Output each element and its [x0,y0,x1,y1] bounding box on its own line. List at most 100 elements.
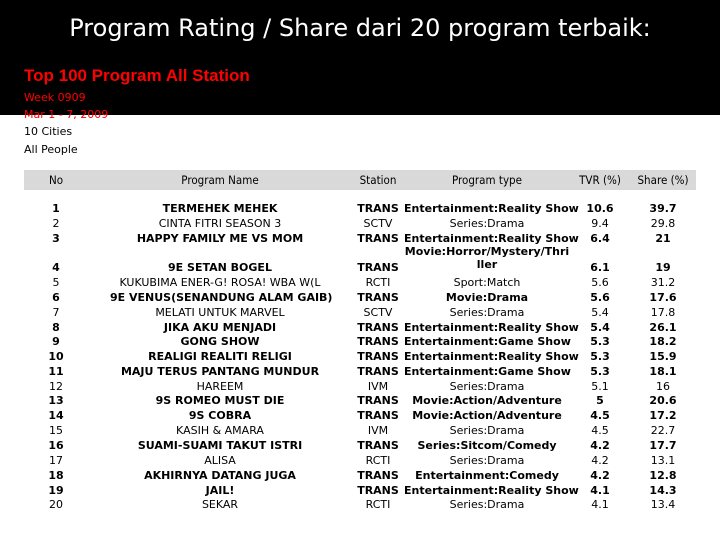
table-row: 15 KASIH & AMARA IVM Series:Drama 4.5 22.7 [0,424,720,439]
date-range: Mar 1 - 7, 2009 [24,108,109,121]
table-row: 18 AKHIRNYA DATANG JUGA TRANS Entertainment… [0,469,720,484]
tvr-value: 9.4 [591,217,609,230]
share-value: 26.1 [649,321,677,334]
row-number: 20 [49,498,63,511]
station: TRANS [357,202,399,215]
header-station: Station [359,173,397,187]
table-row: 19 JAIL! TRANS Entertainment:Reality Show 4.… [0,484,720,499]
cities-label: 10 Cities [24,125,73,138]
program-type: Movie:Horror/Mystery/Thriller [404,245,570,271]
share-value: 17.2 [649,409,677,422]
program-name: AKHIRNYA DATANG JUGA [144,469,296,482]
station: TRANS [357,291,399,304]
program-name: 9S ROMEO MUST DIE [155,394,285,407]
table-row: 3 HAPPY FAMILY ME VS MOM TRANS Entertainmen… [0,232,720,247]
program-type: Entertainment:Game Show [404,365,571,378]
table-row: 10 REALIGI REALITI RELIGI TRANS Entertainme… [0,350,720,365]
header-program-type: Program type [452,173,522,187]
row-number: 1 [52,202,60,215]
program-name: 9S COBRA [188,409,252,422]
tvr-value: 6.4 [590,232,610,245]
station: IVM [367,380,389,393]
program-name: 9E SETAN BOGEL [168,261,272,274]
table-row: 13 9S ROMEO MUST DIE TRANS Movie:Action/Adv… [0,394,720,409]
header-tvr: TVR (%) [579,173,621,187]
tvr-value: 4.5 [590,409,610,422]
row-number: 18 [48,469,64,482]
tvr-value: 5.1 [591,380,609,393]
station: RCTI [365,276,391,289]
program-type: Entertainment:Comedy [415,469,559,482]
share-value: 21 [655,232,671,245]
header-program-name: Program Name [181,173,259,187]
table-row: 14 9S COBRA TRANS Movie:Action/Adventure 4.5… [0,409,720,424]
program-type: Movie:Drama [445,291,529,304]
station: TRANS [357,321,399,334]
table-row: 17 ALISA RCTI Series:Drama 4.2 13.1 [0,454,720,469]
table-row: 16 SUAMI-SUAMI TAKUT ISTRI TRANS Series:Sit… [0,439,720,454]
program-name: SUAMI-SUAMI TAKUT ISTRI [137,439,303,452]
tvr-value: 5.3 [590,365,610,378]
row-number: 15 [49,424,63,437]
row-number: 3 [52,232,60,245]
title-band [0,0,720,115]
audience-label: All People [24,143,78,156]
row-number: 5 [52,276,60,289]
program-name: CINTA FITRI SEASON 3 [158,217,282,230]
program-type: Movie:Action/Adventure [412,394,562,407]
program-name: REALIGI REALITI RELIGI [148,350,292,363]
station: RCTI [365,498,391,511]
program-type: Series:Sitcom/Comedy [417,439,557,452]
program-name: MELATI UNTUK MARVEL [155,306,285,319]
program-type: Series:Drama [449,454,525,467]
share-value: 14.3 [649,484,677,497]
table-row: 8 JIKA AKU MENJADI TRANS Entertainment:Real… [0,321,720,336]
table-row: 9 GONG SHOW TRANS Entertainment:Game Show 5.… [0,335,720,350]
station: TRANS [357,350,399,363]
tvr-value: 10.6 [586,202,614,215]
share-value: 15.9 [649,350,677,363]
share-value: 13.1 [650,454,676,467]
program-type: Series:Drama [449,380,525,393]
program-name: HAPPY FAMILY ME VS MOM [136,232,304,245]
row-number: 9 [52,335,60,348]
week-label: Week 0909 [24,91,86,104]
table-row: 6 9E VENUS(SENANDUNG ALAM GAIB) TRANS Movie… [0,291,720,306]
tvr-value: 4.2 [590,469,610,482]
program-name: KASIH & AMARA [176,424,264,437]
station: IVM [367,424,389,437]
share-value: 31.2 [650,276,676,289]
share-value: 18.1 [649,365,677,378]
station: SCTV [363,217,393,230]
tvr-value: 4.1 [591,498,609,511]
row-number: 12 [49,380,63,393]
station: TRANS [357,409,399,422]
table-row: 7 MELATI UNTUK MARVEL SCTV Series:Drama 5.4 1… [0,306,720,321]
program-type: Series:Drama [449,306,525,319]
program-type: Entertainment:Reality Show [404,484,579,497]
program-type: Series:Drama [449,424,525,437]
tvr-value: 6.1 [590,261,610,274]
table-header: No Program Name Station Program type TVR… [24,170,696,190]
program-type: Movie:Action/Adventure [412,409,562,422]
share-value: 16 [656,380,670,393]
program-name: JIKA AKU MENJADI [163,321,277,334]
program-name: HAREEM [196,380,244,393]
program-name: 9E VENUS(SENANDUNG ALAM GAIB) [110,291,333,304]
tvr-value: 4.2 [591,454,609,467]
row-number: 6 [52,291,60,304]
program-type: Series:Drama [449,498,525,511]
row-number: 14 [48,409,64,422]
program-name: MAJU TERUS PANTANG MUNDUR [120,365,320,378]
row-number: 16 [48,439,64,452]
program-type: Entertainment:Reality Show [404,202,579,215]
row-number: 8 [52,321,60,334]
program-name: ALISA [204,454,236,467]
table-row: 11 MAJU TERUS PANTANG MUNDUR TRANS Entertai… [0,365,720,380]
share-value: 22.7 [650,424,676,437]
table-row: 20 SEKAR RCTI Series:Drama 4.1 13.4 [0,498,720,513]
row-number: 7 [52,306,60,319]
program-type: Entertainment:Game Show [404,335,571,348]
share-value: 17.8 [650,306,676,319]
share-value: 39.7 [649,202,677,215]
